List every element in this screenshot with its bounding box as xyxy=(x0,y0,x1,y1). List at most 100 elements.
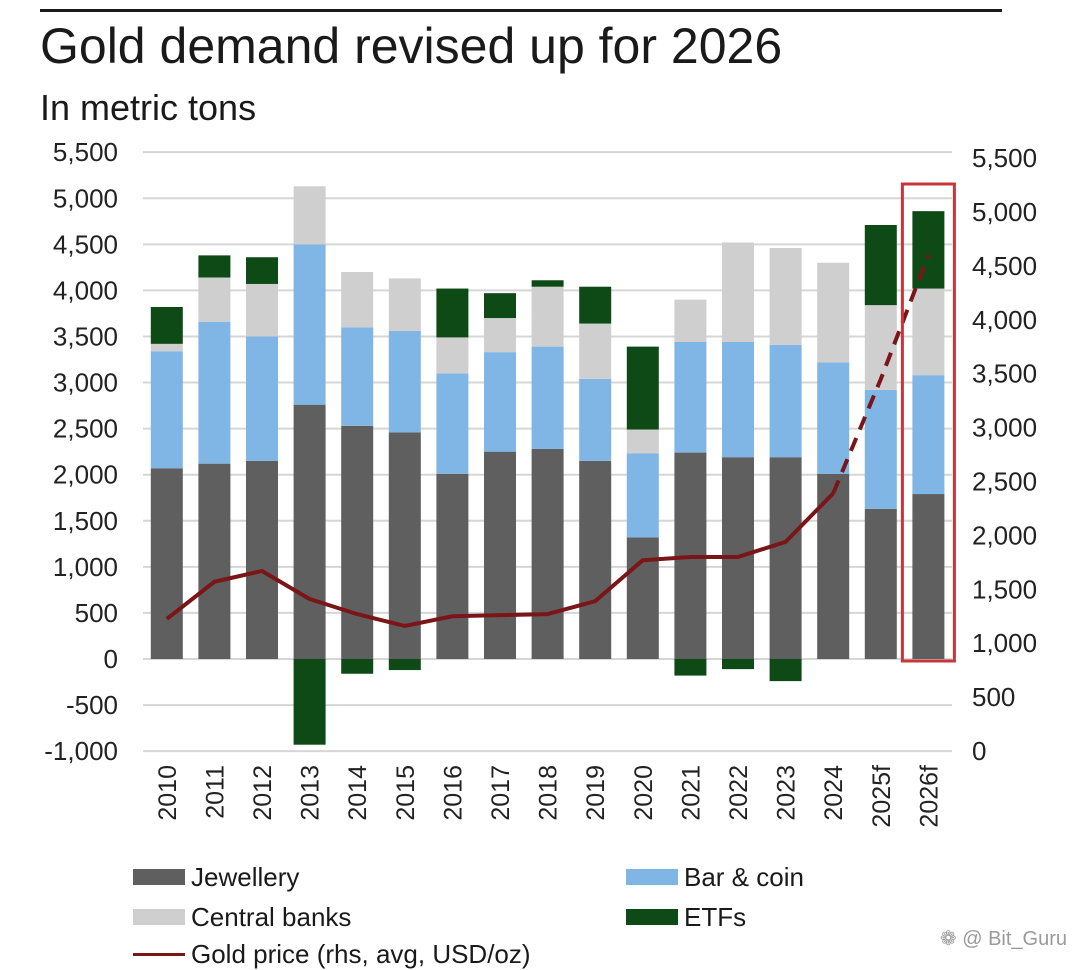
x-tick-label: 2013 xyxy=(297,765,325,821)
bar-central-banks-2021 xyxy=(674,299,707,343)
y-left-tick-label: 1,000 xyxy=(53,552,118,582)
legend-swatch-bar-coin xyxy=(626,869,678,885)
bar-bar-coin-2015 xyxy=(388,330,421,433)
bar-jewellery-2018 xyxy=(531,448,564,659)
bar-jewellery-2013 xyxy=(293,404,326,659)
y-right-tick-label: 2,500 xyxy=(972,467,1037,497)
bar-jewellery-2016 xyxy=(436,473,469,659)
bar-jewellery-2010 xyxy=(150,468,183,659)
legend-swatch-gold-price xyxy=(133,952,185,956)
legend-swatch-central-banks xyxy=(133,909,185,925)
x-tick-label: 2016 xyxy=(439,765,467,821)
bar-jewellery-2025f xyxy=(864,508,897,659)
y-left-tick-label: 3,500 xyxy=(53,321,118,351)
legend-label-gold-price: Gold price (rhs, avg, USD/oz) xyxy=(191,938,531,969)
bar-etfs-2016 xyxy=(436,288,469,338)
bar-bar-coin-2025f xyxy=(864,389,897,509)
bar-etfs-2012 xyxy=(246,257,278,284)
bar-central-banks-2022 xyxy=(722,242,754,343)
legend-item-etfs: ETFs xyxy=(626,902,746,932)
gold-price-forecast-line xyxy=(831,254,931,495)
y-left-tick-label: 0 xyxy=(104,644,118,674)
bar-etfs-2010 xyxy=(150,306,183,344)
x-tick-label: 2026f xyxy=(915,765,943,828)
y-right-tick-label: 3,000 xyxy=(972,413,1037,443)
legend-label-etfs: ETFs xyxy=(684,901,747,932)
chart-title: Gold demand revised up for 2026 xyxy=(40,18,783,74)
bar-etfs-2025f xyxy=(864,224,897,306)
y-left-tick-label: 4,500 xyxy=(53,229,118,259)
y-left-tick-label: 4,000 xyxy=(53,275,118,305)
x-tick-label: 2019 xyxy=(582,765,610,821)
highlight-box-2026f xyxy=(900,182,956,663)
x-tick-label: 2022 xyxy=(725,765,753,821)
bar-bar-coin-2011 xyxy=(198,321,231,464)
x-tick-label: 2015 xyxy=(392,765,420,821)
bar-bar-coin-2019 xyxy=(579,378,612,461)
bar-jewellery-2020 xyxy=(626,537,659,659)
gold-price-line xyxy=(165,491,835,628)
x-tick-label: 2010 xyxy=(154,765,182,821)
bar-bar-coin-2026f xyxy=(912,375,945,495)
bar-bar-coin-2014 xyxy=(341,327,374,426)
y-right-tick-label: 5,000 xyxy=(972,197,1037,227)
legend-item-jewellery: Jewellery xyxy=(133,862,299,892)
bar-jewellery-2026f xyxy=(912,494,945,659)
y-right-tick-label: 1,500 xyxy=(972,574,1037,604)
y-left-tick-label: 5,500 xyxy=(53,137,118,167)
x-tick-label: 2018 xyxy=(535,765,563,821)
bar-jewellery-2019 xyxy=(579,460,612,659)
watermark: ❁ @ Bit_Guru xyxy=(939,928,1067,950)
x-tick-label: 2023 xyxy=(773,765,801,821)
bar-etfs-2011 xyxy=(198,255,231,278)
y-right-tick-label: 5,500 xyxy=(972,143,1037,173)
bar-etfs-2018 xyxy=(531,280,564,287)
y-left-tick-label: -1,000 xyxy=(44,736,118,766)
y-right-tick-label: 2,000 xyxy=(972,520,1037,550)
bar-central-banks-2014 xyxy=(341,271,374,328)
bar-jewellery-2017 xyxy=(484,451,516,659)
y-left-tick-label: 1,500 xyxy=(53,506,118,536)
bar-central-banks-2019 xyxy=(579,323,612,379)
bar-bar-coin-2017 xyxy=(484,352,516,452)
legend-label-jewellery: Jewellery xyxy=(191,861,300,892)
bar-jewellery-2012 xyxy=(246,460,278,659)
bar-bar-coin-2023 xyxy=(769,344,802,458)
bar-jewellery-2015 xyxy=(388,432,421,659)
bar-bar-coin-2010 xyxy=(150,351,183,469)
bar-central-banks-2013 xyxy=(293,186,326,245)
legend-label-central-banks: Central banks xyxy=(191,901,352,932)
legend-label-bar-coin: Bar & coin xyxy=(684,861,804,892)
bar-etfs-2023 xyxy=(769,659,802,682)
bar-central-banks-2012 xyxy=(246,283,278,337)
bar-etfs-2019 xyxy=(579,286,612,324)
bar-bar-coin-2016 xyxy=(436,373,469,474)
bar-central-banks-2011 xyxy=(198,277,231,322)
bar-bar-coin-2013 xyxy=(293,244,326,405)
x-tick-label: 2020 xyxy=(630,765,658,821)
x-tick-label: 2024 xyxy=(820,765,848,821)
bar-etfs-2021 xyxy=(674,659,707,676)
bar-jewellery-2014 xyxy=(341,425,374,659)
bar-bar-coin-2021 xyxy=(674,342,707,453)
bar-etfs-2026f xyxy=(912,211,945,289)
bar-etfs-2020 xyxy=(626,346,659,430)
x-tick-label: 2021 xyxy=(677,765,705,821)
y-right-tick-label: 0 xyxy=(972,736,986,766)
legend-item-central-banks: Central banks xyxy=(133,902,351,932)
y-right-tick-label: 1,000 xyxy=(972,628,1037,658)
legend-swatch-etfs xyxy=(626,909,678,925)
bar-bar-coin-2018 xyxy=(531,346,564,449)
legend-swatch-jewellery xyxy=(133,869,185,885)
bar-central-banks-2015 xyxy=(388,278,421,331)
x-tick-label: 2014 xyxy=(344,765,372,821)
bar-etfs-2013 xyxy=(293,659,326,745)
bar-etfs-2017 xyxy=(484,293,516,319)
bar-central-banks-2016 xyxy=(436,337,469,374)
y-left-tick-label: 5,000 xyxy=(53,183,118,213)
bar-central-banks-2024 xyxy=(817,262,850,363)
bar-etfs-2022 xyxy=(722,659,754,670)
y-left-tick-label: 3,000 xyxy=(53,368,118,398)
bar-bar-coin-2024 xyxy=(817,362,850,474)
x-tick-label: 2011 xyxy=(201,765,229,819)
